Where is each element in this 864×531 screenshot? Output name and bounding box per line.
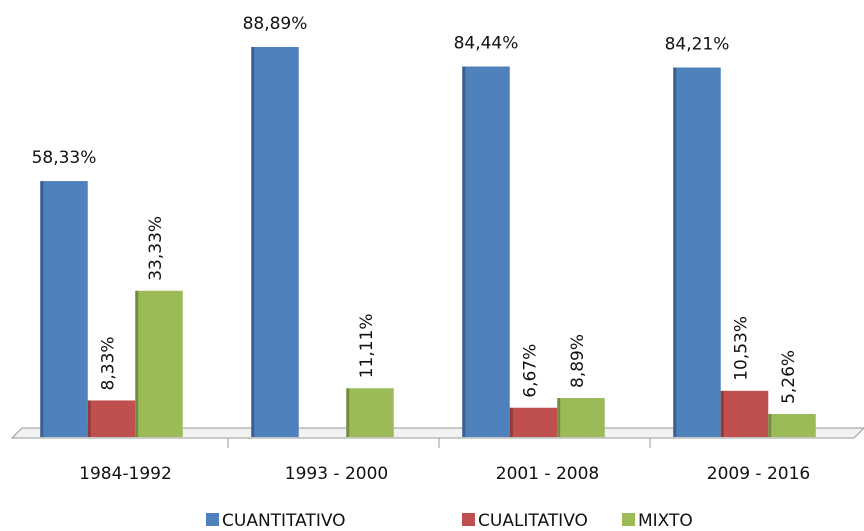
legend-label: CUALITATIVO [478, 511, 588, 531]
data-label: 6,67% [521, 344, 541, 398]
bar-shade [768, 413, 772, 437]
data-label: 11,11% [357, 313, 377, 378]
bar-shade [87, 400, 91, 437]
x-tick-label: 1993 - 2000 [285, 464, 388, 484]
bar-shade [673, 67, 677, 438]
bar [87, 400, 136, 437]
data-label: 58,33% [32, 148, 97, 168]
bar-shade [720, 390, 724, 437]
data-label: 8,33% [99, 336, 119, 390]
bar [251, 47, 299, 437]
bar-shade [135, 290, 139, 437]
bar-shade [462, 66, 466, 437]
bar [462, 66, 510, 437]
floor [10, 427, 864, 439]
x-tick-label: 2009 - 2016 [707, 464, 810, 484]
bar-shade [346, 388, 350, 437]
legend-swatch [206, 513, 219, 526]
x-tick-label: 1984-1992 [79, 464, 172, 484]
legend-swatch [462, 513, 475, 526]
bar-shade [40, 181, 44, 437]
data-label: 33,33% [146, 216, 166, 281]
data-label: 5,26% [779, 350, 799, 404]
data-label: 84,44% [454, 34, 519, 54]
x-tick-label: 2001 - 2008 [496, 464, 599, 484]
bar [720, 390, 769, 437]
data-label: 10,53% [732, 316, 752, 381]
bar-shade [509, 407, 513, 437]
legend-label: MIXTO [638, 511, 693, 531]
data-label: 8,89% [568, 334, 588, 388]
bar [673, 67, 721, 438]
bar [768, 413, 816, 437]
data-label: 84,21% [665, 35, 730, 55]
bar [509, 407, 558, 437]
data-label: 88,89% [243, 14, 308, 34]
bar [346, 388, 394, 437]
bar [135, 290, 183, 437]
bar [557, 397, 605, 437]
bar-shade [251, 47, 255, 437]
legend-label: CUANTITATIVO [222, 511, 346, 531]
legend-swatch [622, 513, 635, 526]
bar-shade [557, 397, 561, 437]
bar [40, 181, 88, 437]
